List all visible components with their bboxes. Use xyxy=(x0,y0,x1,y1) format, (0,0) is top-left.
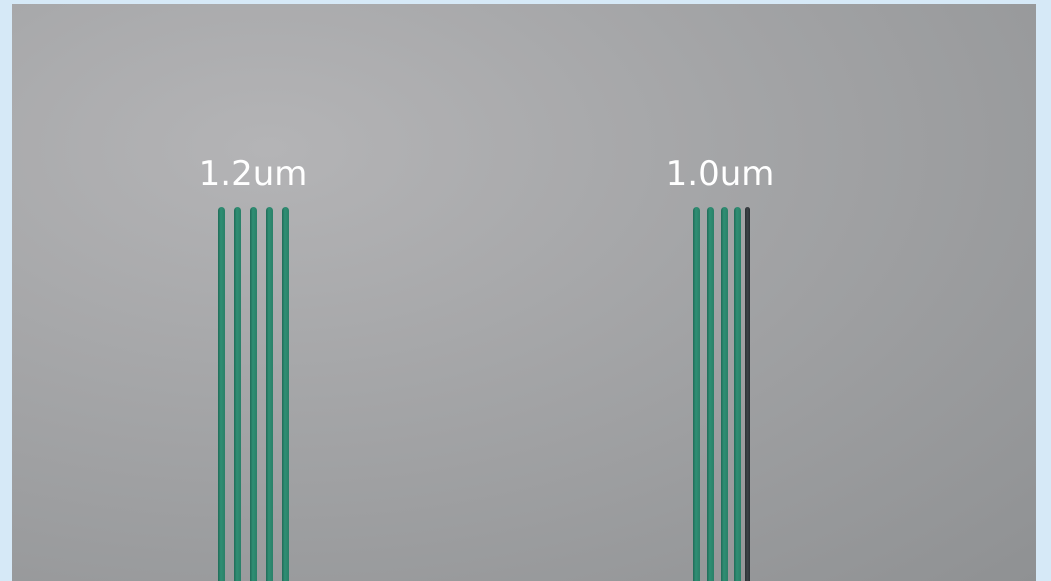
line-pattern xyxy=(282,207,289,581)
line-pattern xyxy=(250,207,257,581)
pattern-label: 1.0um xyxy=(666,154,775,194)
line-pattern xyxy=(693,207,700,581)
page: {"labels": ["1.2um", "1.0um"]} 1.2um 1.0… xyxy=(0,0,1051,581)
line-pattern xyxy=(707,207,714,581)
pattern-label: 1.2um xyxy=(199,154,308,194)
line-pattern xyxy=(745,207,750,581)
line-pattern xyxy=(266,207,273,581)
micrograph: 1.2um 1.0um xyxy=(12,4,1036,581)
line-pattern xyxy=(234,207,241,581)
line-pattern xyxy=(218,207,225,581)
line-pattern xyxy=(734,207,741,581)
line-pattern xyxy=(721,207,728,581)
